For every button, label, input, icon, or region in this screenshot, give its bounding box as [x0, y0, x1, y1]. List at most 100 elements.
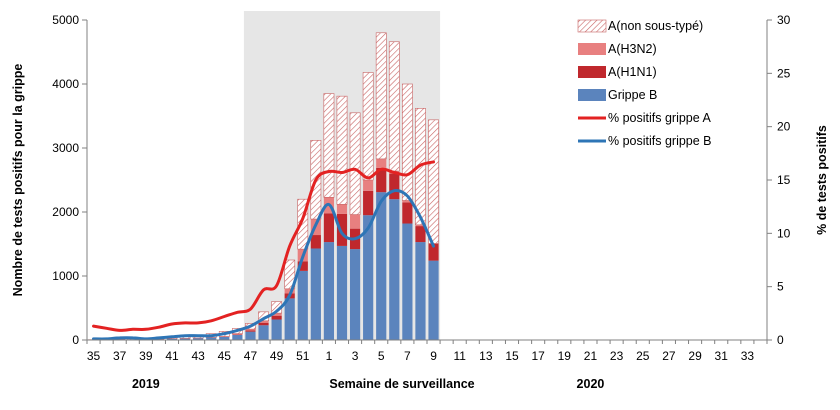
bar-grippe-b-46 [232, 334, 243, 340]
legend-label-a-non-sous-typ: A(non sous-typé) [608, 19, 703, 33]
bar-grippe-b-1 [323, 242, 335, 340]
x-tick-label: 7 [404, 349, 411, 363]
bar-a-non-sous-typ--5 [375, 32, 387, 160]
bar-a-h1n1--2 [336, 213, 348, 246]
y-axis-title-left: Nombre de tests positifs pour la grippe [11, 64, 25, 297]
x-tick-label: 21 [584, 349, 598, 363]
x-tick-label: 13 [479, 349, 493, 363]
bar-a-h1n1--6 [389, 173, 400, 200]
bar-a-non-sous-typ--1 [323, 93, 335, 198]
bar-a-h3n2--49 [271, 313, 282, 316]
x-tick-label: 35 [87, 349, 101, 363]
bar-grippe-b-2 [336, 245, 348, 340]
line-series-grippe-b [92, 188, 435, 341]
bar-a-non-sous-typ--9 [428, 119, 439, 244]
bar-a-h3n2--50 [284, 288, 295, 294]
x-tick-label: 1 [326, 349, 333, 363]
x-tick-label: 23 [610, 349, 624, 363]
y-left-tick-label: 5000 [52, 13, 79, 27]
legend: A(non sous-typé) A(H3N2) A(H1N1) Grippe B % … [577, 19, 712, 148]
legend-label-grippe-b: Grippe B [608, 88, 657, 102]
bar-a-h1n1--8 [415, 226, 426, 243]
bar-a-non-sous-typ--6 [388, 41, 400, 172]
x-tick-label: 41 [165, 349, 179, 363]
bar-a-h3n2--4 [363, 180, 374, 191]
line-series-grippe-a [92, 160, 435, 332]
y-right-tick-label: 0 [777, 333, 784, 347]
y-right-tick-label: 25 [777, 66, 791, 80]
x-tick-label: 49 [270, 349, 284, 363]
line-layer [92, 160, 435, 341]
y-left-tick-label: 0 [72, 333, 79, 347]
bar-grippe-b-9 [428, 260, 439, 340]
bar-a-non-sous-typ--3 [349, 112, 361, 215]
year-label: 2019 [132, 377, 160, 391]
bar-grippe-b-49 [271, 319, 282, 340]
bar-a-h3n2--5 [376, 158, 387, 168]
y-axis-title-right: % de tests positifs [815, 125, 829, 235]
bar-a-h1n1--46 [232, 334, 243, 335]
bar-a-h1n1--9 [428, 244, 439, 261]
y-right-tick-label: 5 [777, 280, 784, 294]
bar-a-h3n2--48 [258, 320, 269, 323]
bar-grippe-b-45 [219, 336, 230, 340]
bar-a-h1n1--49 [271, 315, 282, 320]
bar-a-h1n1--7 [402, 202, 413, 224]
bar-a-h3n2--47 [245, 329, 256, 331]
bar-grippe-b-8 [415, 242, 426, 340]
legend-label--positifs-grippe-b: % positifs grippe B [608, 134, 712, 148]
y-left-tick-label: 3000 [52, 141, 79, 155]
bar-grippe-b-44 [206, 337, 217, 340]
bar-grippe-b-3 [349, 249, 361, 340]
x-tick-label: 15 [505, 349, 519, 363]
bar-a-h3n2--46 [232, 333, 243, 335]
x-tick-label: 25 [636, 349, 650, 363]
y-right-tick-label: 10 [777, 226, 791, 240]
x-tick-label: 27 [662, 349, 676, 363]
bar-grippe-b-41 [166, 338, 178, 340]
year-label: 2020 [577, 377, 605, 391]
bar-grippe-b-7 [402, 223, 413, 340]
bar-a-h1n1--4 [363, 190, 374, 216]
legend-swatch-a-h1n1 [578, 66, 606, 78]
x-tick-label: 37 [113, 349, 127, 363]
legend-label-a-h1n1: A(H1N1) [608, 65, 657, 79]
x-tick-label: 29 [688, 349, 702, 363]
x-tick-label: 51 [296, 349, 310, 363]
y-right-tick-label: 15 [777, 173, 791, 187]
bar-a-h3n2--3 [349, 214, 361, 229]
x-tick-label: 3 [352, 349, 359, 363]
x-tick-label: 47 [244, 349, 258, 363]
bar-a-non-sous-typ--51 [297, 198, 309, 250]
bar-grippe-b-6 [389, 199, 400, 340]
x-tick-label: 5 [378, 349, 385, 363]
x-tick-label: 9 [430, 349, 437, 363]
bar-grippe-b-50 [284, 298, 295, 340]
bar-grippe-b-4 [363, 215, 374, 340]
x-tick-label: 11 [453, 349, 466, 363]
bar-a-non-sous-typ--2 [336, 95, 348, 205]
bar-grippe-b-48 [258, 325, 269, 340]
x-tick-label: 33 [741, 349, 755, 363]
bar-a-h3n2--2 [336, 204, 348, 214]
x-tick-label: 39 [139, 349, 153, 363]
x-tick-label: 31 [715, 349, 729, 363]
x-tick-label: 19 [558, 349, 572, 363]
bar-a-h1n1--48 [258, 322, 269, 326]
y-right-tick-label: 30 [777, 13, 791, 27]
legend-label-a-h3n2: A(H3N2) [608, 42, 657, 56]
legend-label--positifs-grippe-a: % positifs grippe A [608, 111, 711, 125]
legend-swatch-a-non-sous-typ [577, 19, 607, 33]
bar-a-h3n2--7 [402, 200, 413, 203]
bar-a-h1n1--5 [376, 167, 387, 193]
y-right-tick-label: 20 [777, 120, 791, 134]
x-axis-title: Semaine de surveillance [329, 377, 474, 391]
bar-grippe-b-51 [297, 270, 308, 340]
x-tick-label: 45 [218, 349, 232, 363]
bar-a-h1n1--47 [245, 330, 256, 332]
bar-grippe-b-47 [245, 331, 256, 340]
y-left-tick-label: 2000 [52, 205, 79, 219]
x-tick-label: 43 [191, 349, 205, 363]
legend-swatch-grippe-b [578, 89, 606, 101]
